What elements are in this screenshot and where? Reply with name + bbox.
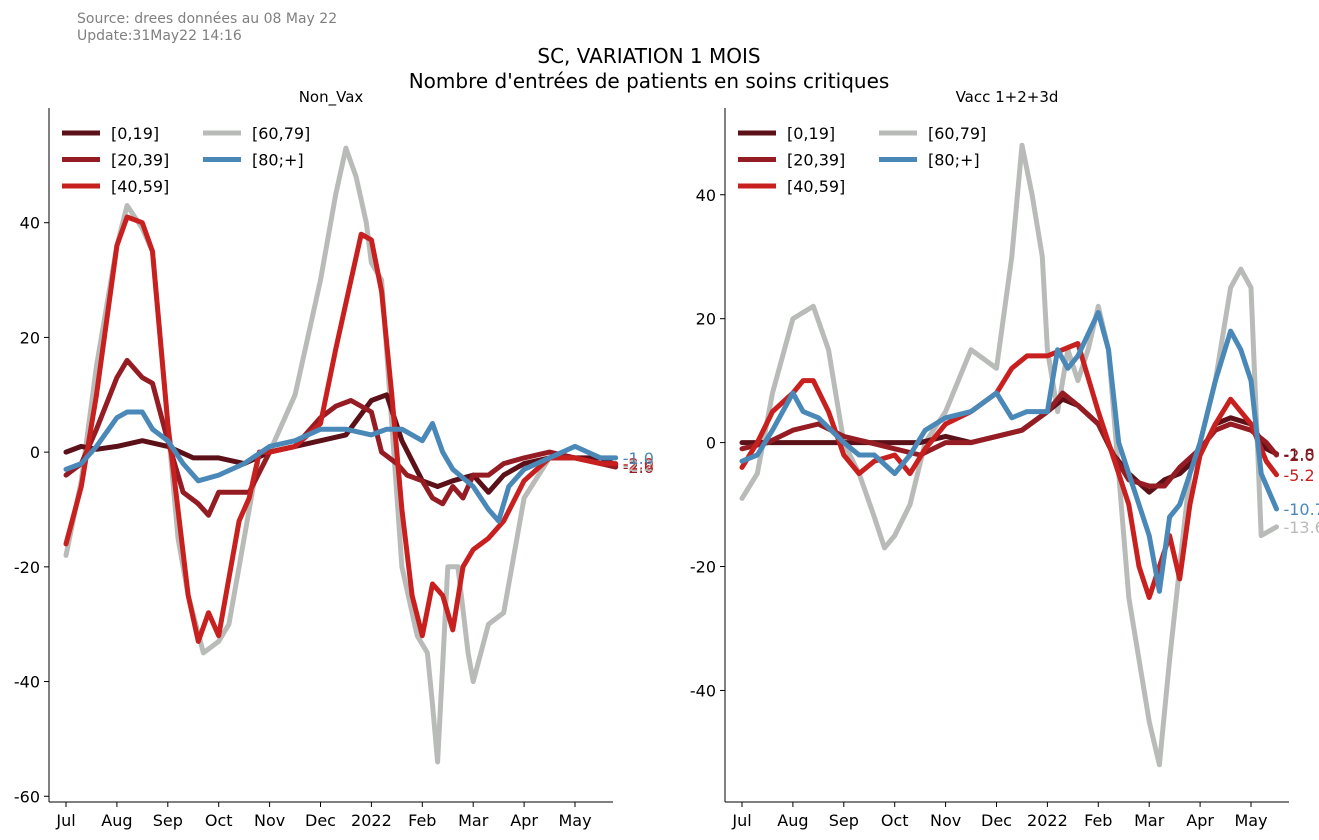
end-label-[0,19]: -1.8 bbox=[1283, 445, 1314, 464]
series-line-[80;+] bbox=[63, 409, 619, 524]
x-tick-label: Jul bbox=[55, 811, 75, 830]
x-tick-label: Aug bbox=[777, 811, 808, 830]
end-label-[80;+]: -10.7 bbox=[1283, 500, 1319, 519]
y-tick-label: -40 bbox=[14, 673, 40, 692]
figure-title-line1: SC, VARIATION 1 MOIS bbox=[537, 44, 760, 68]
end-label-[40,59]: -2.0 bbox=[623, 455, 654, 474]
x-tick-label: Apr bbox=[510, 811, 538, 830]
y-tick-label: 0 bbox=[30, 443, 40, 462]
x-tick-label: Feb bbox=[1084, 811, 1112, 830]
source-text: Source: drees données au 08 May 22 bbox=[77, 11, 337, 27]
y-tick-label: 20 bbox=[696, 310, 716, 329]
series-line-[20,39] bbox=[63, 357, 619, 518]
x-tick-label: Feb bbox=[408, 811, 436, 830]
y-tick-label: -60 bbox=[14, 787, 40, 806]
legend-label: [0,19] bbox=[787, 124, 835, 143]
y-tick-label: 20 bbox=[20, 328, 40, 347]
end-label-[80;+]: -1.0 bbox=[623, 449, 654, 468]
x-tick-label: Sep bbox=[153, 811, 183, 830]
x-tick-label: Dec bbox=[305, 811, 336, 830]
x-tick-label: Mar bbox=[458, 811, 489, 830]
legend-label: [60,79] bbox=[928, 124, 986, 143]
legend-label: [60,79] bbox=[252, 124, 310, 143]
y-tick-label: -20 bbox=[690, 558, 716, 577]
legend-label: [40,59] bbox=[111, 177, 169, 196]
legend-label: [80;+] bbox=[928, 151, 980, 170]
panel-non-vax: Non_Vax 40 20 0 -20 -40 -60 Jul Aug Sep Oct Nov Dec 2… bbox=[14, 88, 654, 830]
update-text: Update:31May22 14:16 bbox=[77, 28, 242, 44]
figure-title-line2: Nombre d'entrées de patients en soins cr… bbox=[409, 69, 890, 93]
x-tick-label: Aug bbox=[101, 811, 132, 830]
x-tick-label: May bbox=[558, 811, 591, 830]
legend-label: [40,59] bbox=[787, 177, 845, 196]
x-tick-label: Apr bbox=[1186, 811, 1214, 830]
x-tick-label: Oct bbox=[205, 811, 233, 830]
panel-title: Vacc 1+2+3d bbox=[956, 88, 1059, 106]
x-tick-label: Mar bbox=[1134, 811, 1165, 830]
x-tick-label: Jul bbox=[731, 811, 751, 830]
y-tick-label: 40 bbox=[20, 214, 40, 233]
legend-label: [0,19] bbox=[111, 124, 159, 143]
series-line-[40,59] bbox=[739, 341, 1279, 600]
end-label-[20,39]: -2.0 bbox=[1283, 446, 1314, 465]
x-tick-label: Nov bbox=[254, 811, 285, 830]
end-label-[20,39]: -2.6 bbox=[623, 458, 654, 477]
end-label-[0,19]: -2.2 bbox=[623, 456, 654, 475]
x-tick-label: Nov bbox=[930, 811, 961, 830]
panel-title: Non_Vax bbox=[299, 88, 364, 107]
series-line-[80;+] bbox=[739, 310, 1279, 594]
y-tick-label: 40 bbox=[696, 186, 716, 205]
x-tick-label: May bbox=[1234, 811, 1267, 830]
x-tick-label: Sep bbox=[829, 811, 859, 830]
y-tick-label: -20 bbox=[14, 558, 40, 577]
x-tick-label: 2022 bbox=[351, 811, 392, 830]
y-tick-label: 0 bbox=[706, 434, 716, 453]
legend-label: [20,39] bbox=[787, 151, 845, 170]
y-tick-label: -40 bbox=[690, 681, 716, 700]
panel-vacc: Vacc 1+2+3d 40 20 0 -20 -40 Jul Aug Sep Oct Nov Dec… bbox=[690, 88, 1319, 830]
x-tick-label: Dec bbox=[981, 811, 1012, 830]
end-label-[60,79]: -13.6 bbox=[1283, 518, 1319, 537]
x-tick-label: 2022 bbox=[1027, 811, 1068, 830]
end-label-[40,59]: -5.2 bbox=[1283, 466, 1314, 485]
series-line-[0,19] bbox=[63, 392, 619, 495]
legend-label: [20,39] bbox=[111, 151, 169, 170]
series-line-[40,59] bbox=[63, 214, 619, 644]
legend-label: [80;+] bbox=[252, 151, 304, 170]
end-label-[60,79]: -2.2 bbox=[623, 456, 654, 475]
x-tick-label: Oct bbox=[881, 811, 909, 830]
